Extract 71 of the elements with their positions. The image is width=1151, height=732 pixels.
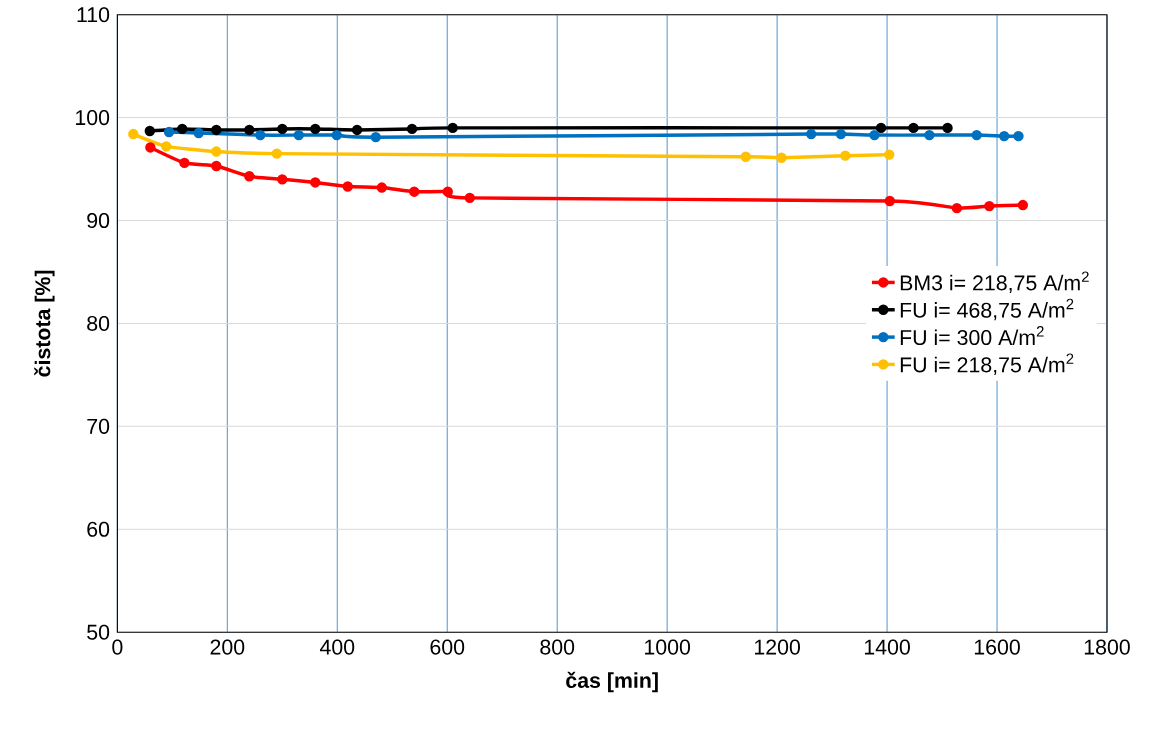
point xyxy=(144,125,156,137)
point xyxy=(971,129,982,141)
x-axis-title: čas [min] xyxy=(566,671,658,693)
point xyxy=(776,152,787,163)
point xyxy=(271,148,283,159)
legend-label: FU i= 300 A/m$^{2}$ xyxy=(900,325,1044,345)
point xyxy=(376,182,388,193)
point xyxy=(875,122,887,133)
point xyxy=(145,142,156,153)
point xyxy=(884,149,895,160)
legend-label: BM3 i= 218,75 A/m$^{2}$ xyxy=(900,271,1089,293)
point xyxy=(406,123,418,135)
point xyxy=(998,130,1010,142)
x-tick-label: 0 xyxy=(112,639,123,655)
point xyxy=(924,129,935,141)
point xyxy=(951,202,963,214)
point xyxy=(1013,130,1024,142)
point xyxy=(277,123,288,135)
point xyxy=(177,123,188,135)
point xyxy=(805,128,817,140)
point xyxy=(244,170,255,182)
point xyxy=(908,122,919,133)
x-tick-label: 1400 xyxy=(864,639,910,655)
y-axis-title: čistota [%] xyxy=(34,270,55,377)
point xyxy=(163,126,175,138)
point xyxy=(884,195,896,207)
x-tick-label: 200 xyxy=(210,639,245,655)
x-tick-label: 400 xyxy=(319,639,355,655)
point xyxy=(310,177,321,188)
point xyxy=(984,200,995,212)
point xyxy=(211,124,222,136)
point xyxy=(255,129,266,141)
point xyxy=(310,123,321,135)
x-tick-label: 1200 xyxy=(755,639,800,655)
point xyxy=(840,150,851,161)
x-tick-label: 1800 xyxy=(1084,639,1130,655)
x-tick-label: 1600 xyxy=(974,639,1020,655)
point xyxy=(351,124,363,136)
point xyxy=(409,186,420,197)
y-tick-label: 70 xyxy=(87,418,110,434)
point xyxy=(161,141,172,152)
point xyxy=(942,122,953,133)
point xyxy=(1017,199,1029,211)
point xyxy=(179,157,190,168)
point xyxy=(370,131,381,143)
y-tick-label: 110 xyxy=(77,7,110,23)
x-tick-label: 1000 xyxy=(645,639,691,655)
y-tick-label: 80 xyxy=(87,315,110,331)
y-tick-label: 50 xyxy=(87,624,110,640)
point xyxy=(244,124,255,136)
point xyxy=(211,146,222,157)
x-tick-label: 600 xyxy=(430,639,465,655)
legend-label: FU i= 218,75 A/m$^{2}$ xyxy=(900,353,1074,375)
point xyxy=(869,129,880,141)
point xyxy=(331,129,342,141)
y-tick-label: 60 xyxy=(87,521,110,537)
point xyxy=(464,192,475,203)
point xyxy=(442,186,453,197)
legend-label: FU i= 468,75 A/m$^{2}$ xyxy=(900,298,1074,321)
point xyxy=(740,151,751,162)
point xyxy=(277,174,288,185)
point xyxy=(128,128,139,140)
point xyxy=(835,128,847,140)
y-tick-label: 90 xyxy=(87,212,110,228)
point xyxy=(211,160,222,172)
point xyxy=(193,127,204,139)
point xyxy=(342,181,353,192)
y-tick-label: 100 xyxy=(76,109,110,126)
point xyxy=(447,122,458,133)
x-tick-label: 800 xyxy=(540,639,575,655)
point xyxy=(293,129,304,141)
